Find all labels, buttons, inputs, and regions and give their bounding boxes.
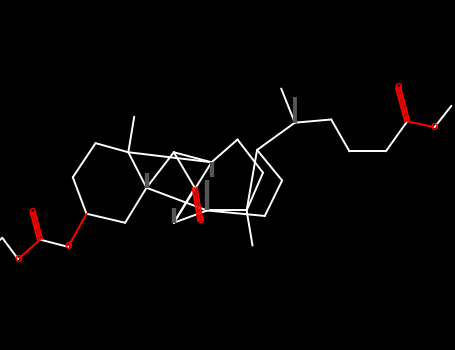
Text: O: O xyxy=(14,255,22,264)
Text: O: O xyxy=(394,83,402,92)
Text: O: O xyxy=(196,216,204,225)
Text: O: O xyxy=(29,208,37,217)
Text: O: O xyxy=(430,123,439,132)
Text: O: O xyxy=(64,243,72,251)
